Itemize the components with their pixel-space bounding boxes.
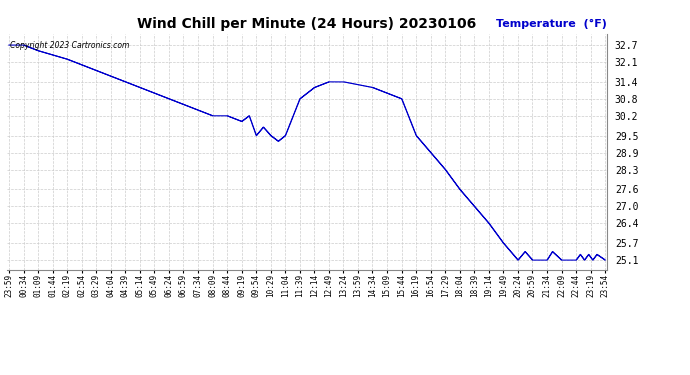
Text: Copyright 2023 Cartronics.com: Copyright 2023 Cartronics.com <box>10 41 129 50</box>
Title: Wind Chill per Minute (24 Hours) 20230106: Wind Chill per Minute (24 Hours) 2023010… <box>137 17 477 31</box>
Text: Temperature  (°F): Temperature (°F) <box>496 19 607 29</box>
